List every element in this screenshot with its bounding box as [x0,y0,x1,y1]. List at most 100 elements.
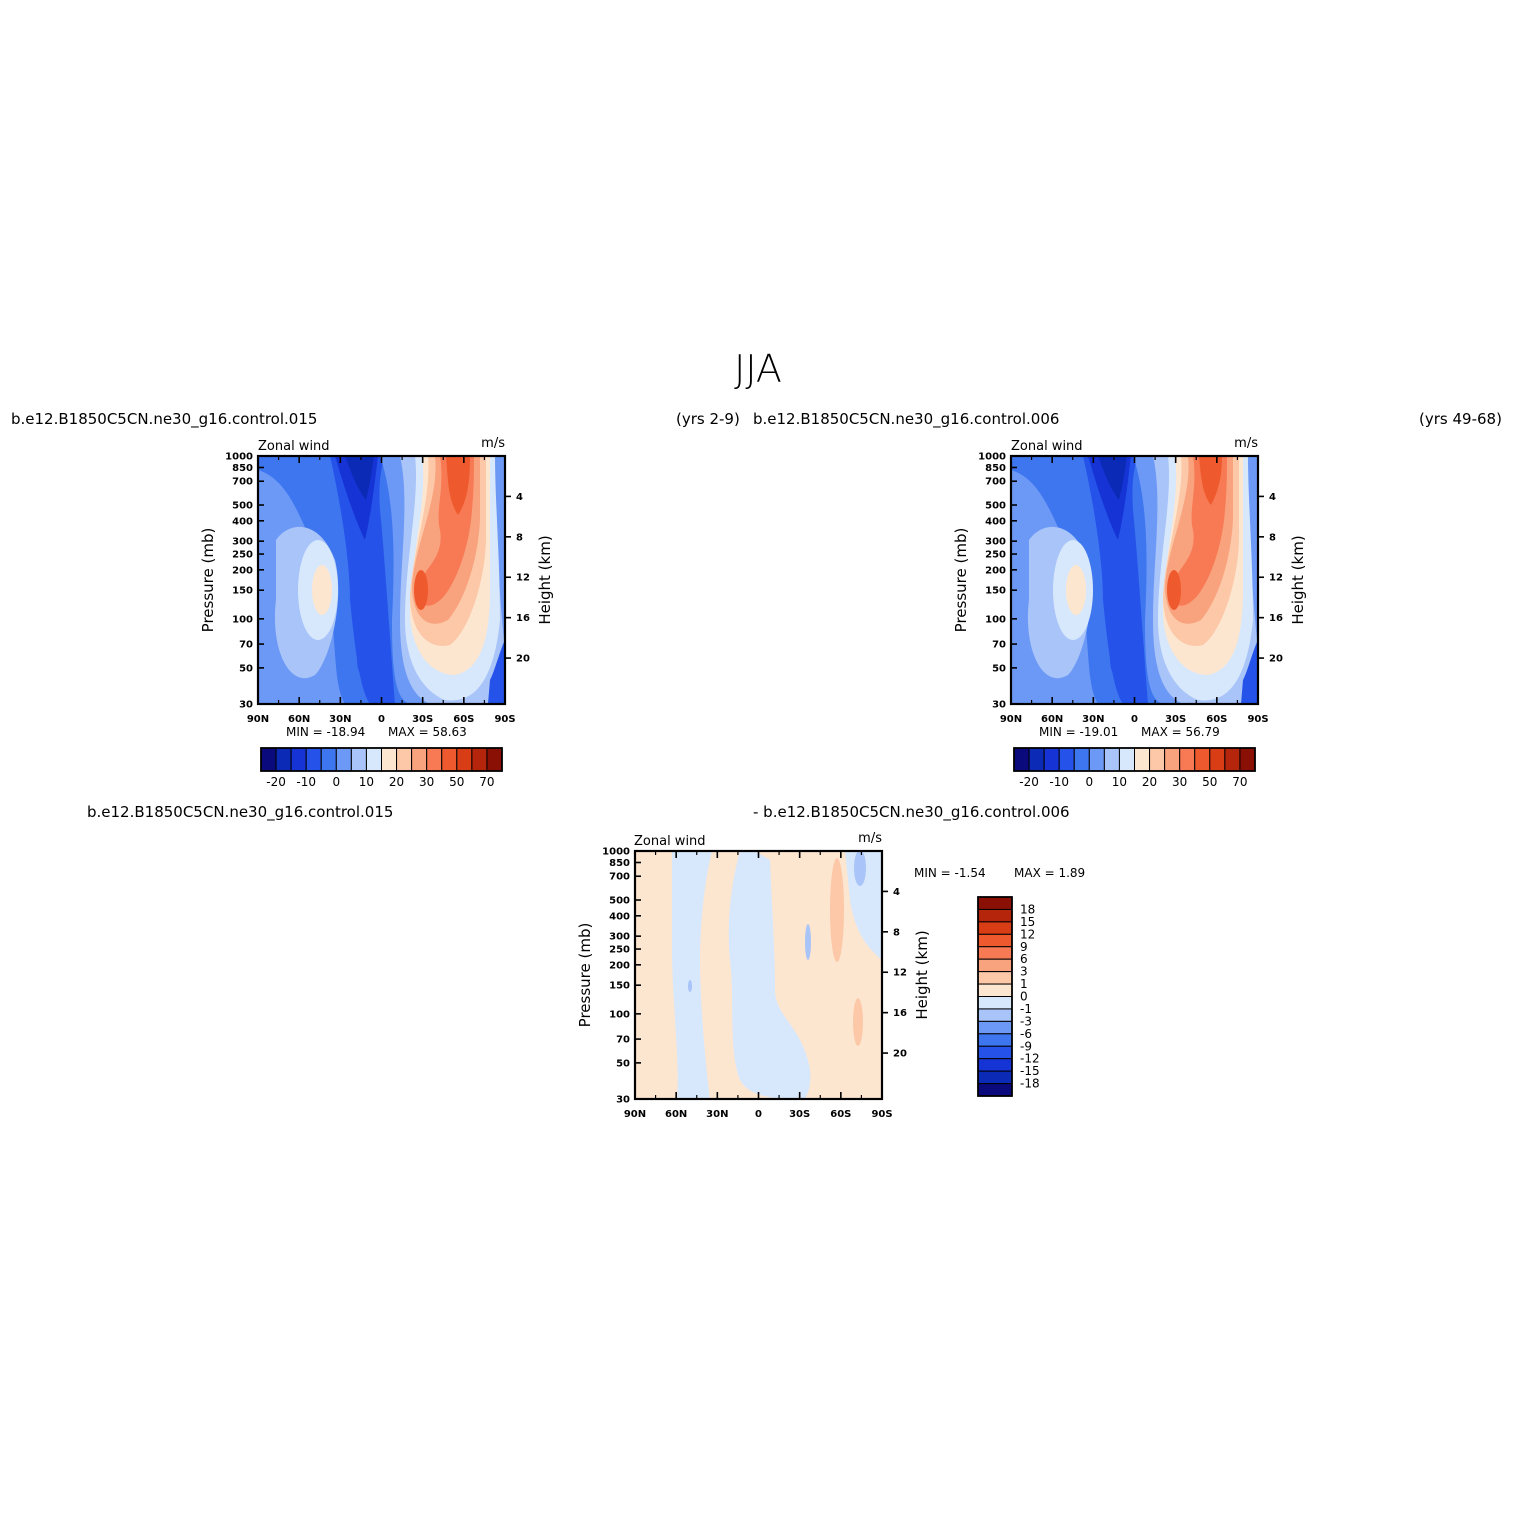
top-left-x-tick-label: 90N [247,714,269,725]
diff-x-tick-label: 60S [830,1109,851,1120]
diff-colorbar-box [977,1033,1013,1047]
diff-y2-tick-label: 4 [893,887,900,898]
top-left-colorbar-label: -10 [296,775,316,789]
top-left-y-tick-label: 200 [232,565,253,576]
diff-colorbar-box [977,908,1013,923]
diff-y-tick-label: 300 [609,932,630,943]
diff-colorbar-box [977,1020,1013,1035]
top-right-y-tick-label: 100 [985,614,1006,625]
top-right-colorbar-box [1224,747,1241,772]
diff-y-tick-label: 30 [616,1095,630,1106]
top-right-colorbar-label: 50 [1202,775,1217,789]
diff-colorbar-box [977,1045,1013,1060]
top-right-colorbar-frame [1013,747,1256,772]
top-right-y2-tick-label: 16 [1269,613,1283,624]
top-left-colorbar-box [275,747,292,772]
top-right-x-tick-label: 60N [1041,714,1063,725]
panel-diff-case-a-label: b.e12.B1850C5CN.ne30_g16.control.015 [87,803,393,822]
top-left-y-tick-label: 300 [232,537,253,548]
panel-bottom-diff: Zonal wind m/s 90N 60N 30N 0 30S 60S 90S305070… [576,831,1085,1120]
top-right-colorbar-label: -10 [1049,775,1069,789]
panel-top-left-case-label: b.e12.B1850C5CN.ne30_g16.control.015 [11,410,317,429]
top-left-colorbar-label: 70 [479,775,494,789]
panel-diff-min: MIN = -1.54 [914,866,986,880]
top-left-colorbar-box [335,747,352,772]
diff-colorbar-label: -15 [1020,1064,1040,1078]
diff-colorbar-box [977,896,1013,910]
top-right-colorbar-box [1239,747,1256,772]
top-left-colorbar-box [441,747,458,772]
panel-diff-contours [635,851,882,1099]
diff-colorbar-label: 6 [1020,952,1028,966]
diff-colorbar-label: 18 [1020,902,1035,916]
top-left-colorbar-label: 0 [332,775,340,789]
diff-colorbar-label: 1 [1020,977,1028,991]
top-right-y-tick-label: 50 [992,663,1006,674]
panel-top-left-max: MAX = 58.63 [388,725,467,739]
top-right-colorbar-box [1179,747,1196,772]
top-left-colorbar-label: 50 [449,775,464,789]
top-right-y2-tick-label: 4 [1269,492,1276,503]
top-right-y-tick-label: 400 [985,516,1006,527]
top-right-colorbar-box [1028,747,1045,772]
top-right-y-tick-label: 500 [985,501,1006,512]
panel-diff-max: MAX = 1.89 [1014,866,1085,880]
diff-colorbar-box [977,1058,1013,1072]
panel-top-right-years-label: (yrs 49-68) [1419,410,1502,428]
top-right-y-tick-label: 250 [985,550,1006,561]
diff-colorbar-label: -1 [1020,1002,1032,1016]
top-left-y-tick-label: 30 [239,700,253,711]
diff-colorbar-label: -9 [1020,1039,1032,1053]
top-right-colorbar-label: 30 [1172,775,1187,789]
panel-top-right-contours [1011,456,1258,704]
diff-y2-tick-label: 8 [893,927,900,938]
top-left-y2-tick-label: 16 [516,613,530,624]
diff-y-tick-label: 500 [609,896,630,907]
panel-diff-ylabel: Pressure (mb) [576,923,594,1028]
diff-y-tick-label: 100 [609,1009,630,1020]
diff-colorbar-label: 9 [1020,940,1028,954]
top-left-y2-tick-label: 12 [516,573,530,584]
diff-y-tick-label: 200 [609,960,630,971]
top-right-x-tick-label: 90N [1000,714,1022,725]
top-right-x-tick-label: 60S [1206,714,1227,725]
panel-top-right-max: MAX = 56.79 [1141,725,1220,739]
diff-colorbar-label: 15 [1020,915,1035,929]
panel-top-left-y2label: Height (km) [536,535,554,624]
top-left-y-tick-label: 500 [232,501,253,512]
diff-y2-tick-label: 12 [893,968,907,979]
top-left-y-tick-label: 250 [232,550,253,561]
top-right-y-tick-label: 850 [985,463,1006,474]
diff-x-tick-label: 30N [706,1109,728,1120]
diff-x-tick-label: 30S [789,1109,810,1120]
top-left-y-tick-label: 150 [232,586,253,597]
top-right-x-tick-label: 30S [1165,714,1186,725]
top-right-colorbar-label: 20 [1142,775,1157,789]
top-left-x-tick-label: 30N [329,714,351,725]
diff-colorbar-box [977,1083,1013,1097]
diff-colorbar-box [977,958,1013,973]
top-left-colorbar-label: 10 [359,775,374,789]
panel-top-left-ylabel: Pressure (mb) [199,528,217,633]
top-right-colorbar-box [1013,747,1030,772]
panel-diff-case-b-label: - b.e12.B1850C5CN.ne30_g16.control.006 [753,803,1070,822]
top-left-y-tick-label: 850 [232,463,253,474]
top-left-colorbar-box [426,747,443,772]
top-left-colorbar-box [260,747,277,772]
diff-x-tick-label: 0 [755,1109,762,1120]
top-left-y-tick-label: 1000 [225,452,253,463]
top-right-y-tick-label: 300 [985,537,1006,548]
diff-x-tick-label: 60N [665,1109,687,1120]
top-left-x-tick-label: 60N [288,714,310,725]
top-left-y2-tick-label: 4 [516,492,523,503]
diff-y-tick-label: 700 [609,872,630,883]
top-right-y-tick-label: 700 [985,477,1006,488]
diff-x-tick-label: 90N [624,1109,646,1120]
top-right-colorbar-box [1043,747,1060,772]
diff-colorbar-frame [977,896,1013,1097]
diff-colorbar-label: 0 [1020,990,1028,1004]
diff-y-tick-label: 70 [616,1035,630,1046]
top-right-y2-tick-label: 8 [1269,532,1276,543]
diff-y-tick-label: 400 [609,911,630,922]
